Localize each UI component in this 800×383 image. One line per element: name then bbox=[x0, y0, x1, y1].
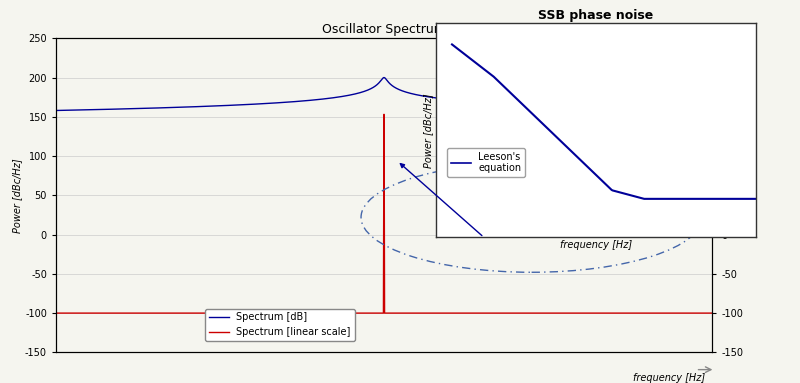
Legend: Leeson's
equation: Leeson's equation bbox=[447, 148, 526, 177]
X-axis label: frequency [Hz]: frequency [Hz] bbox=[560, 240, 632, 250]
Y-axis label: Power [W/Hz]: Power [W/Hz] bbox=[744, 162, 754, 228]
Title: SSB phase noise: SSB phase noise bbox=[538, 9, 654, 22]
Y-axis label: Power [dBc/Hz]: Power [dBc/Hz] bbox=[423, 93, 434, 167]
Title: Oscillator Spectrum: Oscillator Spectrum bbox=[322, 23, 446, 36]
Text: frequency [Hz]: frequency [Hz] bbox=[634, 373, 706, 383]
Y-axis label: Power [dBc/Hz]: Power [dBc/Hz] bbox=[12, 158, 22, 232]
Legend: Spectrum [dB], Spectrum [linear scale]: Spectrum [dB], Spectrum [linear scale] bbox=[205, 309, 354, 341]
